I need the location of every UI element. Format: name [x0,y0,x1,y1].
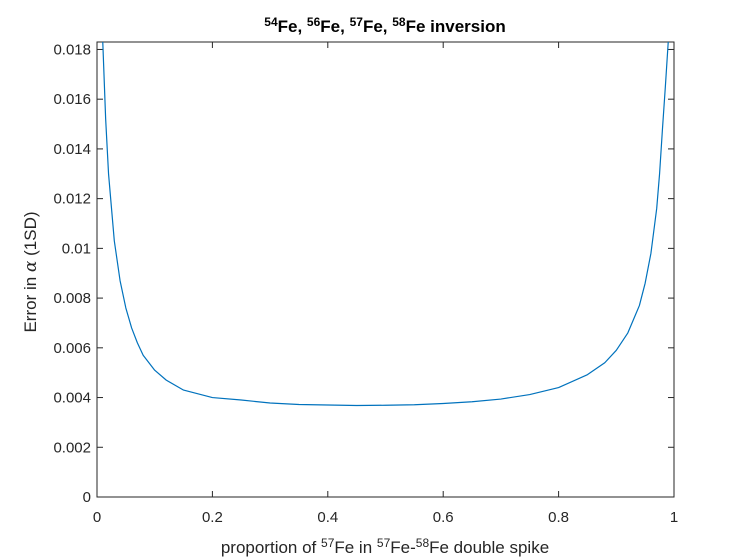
y-tick-label: 0 [83,489,91,506]
chart-title: 54Fe, 56Fe, 57Fe, 58Fe inversion [264,15,505,36]
y-tick-label: 0.016 [53,91,91,108]
y-tick-label: 0.004 [53,390,91,407]
x-tick-label: 0.2 [202,509,223,526]
y-axis-label: Error in α (1SD) [21,211,41,332]
x-tick-label: 0.6 [433,509,454,526]
x-tick-label: 0 [93,509,101,526]
x-axis-label: proportion of 57Fe in 57Fe-58Fe double s… [221,536,549,557]
x-tick-label: 0.8 [548,509,569,526]
plot-area: 0 0.2 0.4 0.6 0.8 1 0 0.002 0.004 0.006 0.008 0.01 0… [53,41,678,526]
x-tick-label: 0.4 [317,509,338,526]
y-tick-label: 0.008 [53,290,91,307]
y-tick-label: 0.018 [53,41,91,58]
y-tick-label: 0.002 [53,439,91,456]
series-line [102,42,669,407]
y-tick-label: 0.006 [53,340,91,357]
axes-box [96,41,675,498]
y-tick-label: 0.012 [53,191,91,208]
y-tick-label: 0.01 [62,240,91,257]
x-tick-label: 1 [670,509,678,526]
y-tick-label: 0.014 [53,141,91,158]
